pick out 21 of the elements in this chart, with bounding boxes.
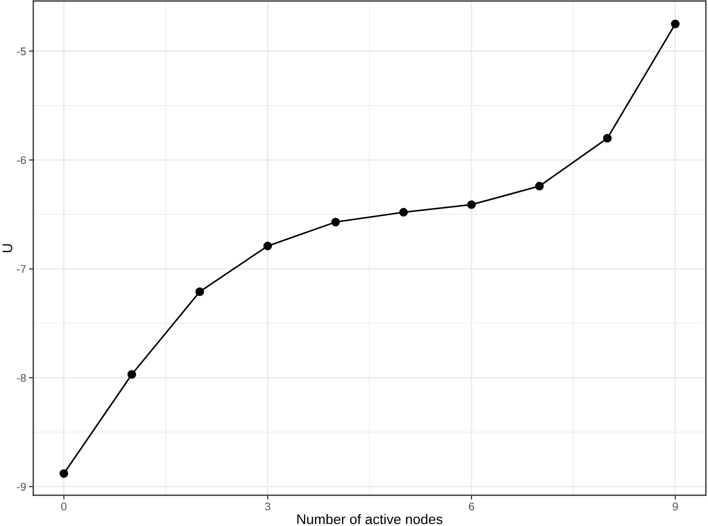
point (331, 218, 340, 226)
point (603, 134, 612, 143)
point (467, 200, 476, 209)
point (60, 469, 68, 478)
y-tick-label: -6 (16, 156, 26, 164)
x-axis-title: Number of active nodes (297, 514, 442, 524)
point (399, 208, 408, 217)
y-axis-title: U (2, 244, 12, 252)
y-tick-label: -7 (16, 265, 26, 273)
point (670, 20, 680, 28)
y-tick-label: -5 (16, 48, 26, 56)
point (535, 182, 544, 190)
y-tick-label: -9 (16, 482, 26, 491)
x-tick-label: 3 (265, 502, 270, 510)
point (195, 287, 204, 296)
x-tick-label: 9 (672, 502, 678, 510)
point (263, 242, 272, 250)
x-tick-label: 6 (468, 502, 474, 510)
y-tick-label: -8 (16, 374, 26, 382)
x-tick-label: 0 (61, 502, 67, 510)
point (127, 370, 136, 379)
